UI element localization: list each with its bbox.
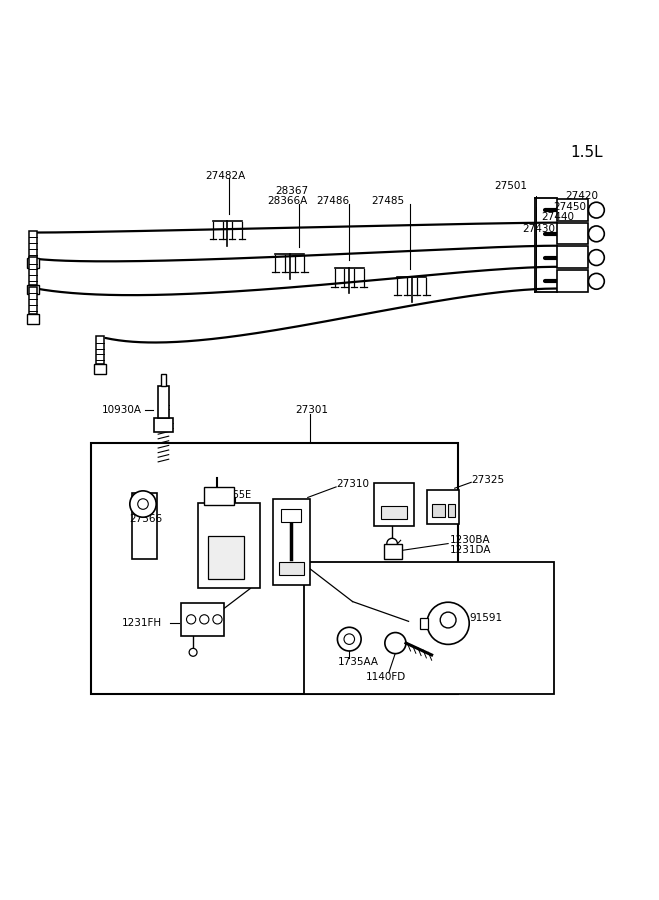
Text: 27501: 27501 <box>494 182 527 192</box>
Circle shape <box>588 274 604 289</box>
Bar <box>29 256 37 284</box>
Text: 27325: 27325 <box>471 474 504 485</box>
Text: 1231DA: 1231DA <box>450 545 492 555</box>
Bar <box>27 314 40 324</box>
Bar <box>158 386 169 418</box>
Text: 27450: 27450 <box>554 202 587 211</box>
Bar <box>198 503 260 589</box>
Circle shape <box>588 249 604 266</box>
Bar <box>384 544 402 559</box>
Circle shape <box>385 633 406 653</box>
Bar <box>181 603 224 635</box>
Bar <box>94 364 106 374</box>
Text: 1230BA: 1230BA <box>450 536 491 545</box>
Bar <box>154 418 173 432</box>
Text: 1.5L: 1.5L <box>570 145 603 159</box>
Bar <box>91 444 458 694</box>
Text: 1140FD: 1140FD <box>366 672 406 682</box>
Text: 1231FH: 1231FH <box>122 617 162 627</box>
Text: 10930A: 10930A <box>102 406 142 416</box>
Circle shape <box>138 499 148 509</box>
Text: 27310: 27310 <box>336 480 369 490</box>
Text: 27440: 27440 <box>542 212 575 222</box>
Circle shape <box>387 538 397 549</box>
Bar <box>27 258 40 268</box>
Bar <box>96 336 104 364</box>
Bar <box>427 490 459 524</box>
Text: 91591: 91591 <box>469 613 502 623</box>
Circle shape <box>427 602 469 644</box>
Bar <box>304 562 554 694</box>
Bar <box>420 618 428 628</box>
Bar <box>29 286 37 314</box>
Bar <box>381 506 407 519</box>
Text: 28367: 28367 <box>275 186 308 196</box>
Bar <box>374 483 414 526</box>
Circle shape <box>189 648 197 656</box>
Circle shape <box>337 627 361 651</box>
Circle shape <box>588 202 604 218</box>
Circle shape <box>344 634 355 644</box>
Bar <box>557 199 588 220</box>
Bar <box>281 509 301 523</box>
Bar <box>208 536 244 579</box>
Text: 27430: 27430 <box>523 223 556 234</box>
Text: 27301: 27301 <box>295 406 328 416</box>
Text: 27366: 27366 <box>129 514 162 524</box>
Bar <box>161 374 166 386</box>
Circle shape <box>186 615 196 624</box>
Text: 27365E: 27365E <box>214 490 251 500</box>
Bar <box>279 562 304 575</box>
Bar <box>557 270 588 292</box>
Bar <box>204 487 234 506</box>
Bar <box>27 284 40 294</box>
Circle shape <box>213 615 222 624</box>
Bar <box>273 500 310 585</box>
Bar <box>448 504 455 518</box>
Bar <box>557 222 588 245</box>
Text: 27485: 27485 <box>371 196 404 206</box>
Text: 1735AA: 1735AA <box>338 657 379 667</box>
Text: 28366A: 28366A <box>268 196 308 206</box>
Bar <box>557 247 588 268</box>
Bar <box>432 504 445 518</box>
Bar <box>29 230 37 258</box>
Circle shape <box>200 615 209 624</box>
Bar <box>132 493 157 559</box>
Circle shape <box>130 491 156 518</box>
Text: 27420: 27420 <box>565 191 598 201</box>
Circle shape <box>588 226 604 242</box>
Circle shape <box>440 612 456 628</box>
Text: 27486: 27486 <box>316 196 349 206</box>
Text: 27482A: 27482A <box>206 171 246 181</box>
